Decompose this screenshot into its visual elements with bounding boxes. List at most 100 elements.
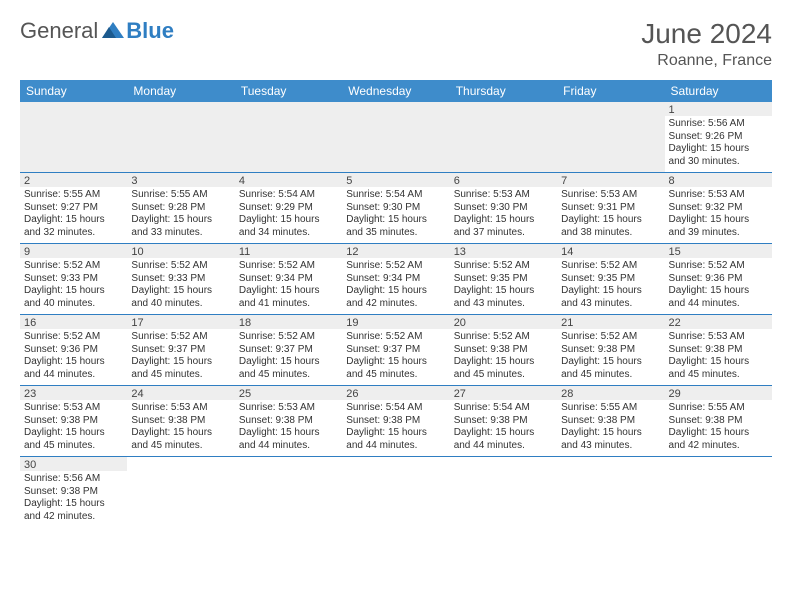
day-detail-line: and 42 minutes. — [24, 511, 123, 524]
day-detail-line: Sunrise: 5:53 AM — [561, 189, 660, 202]
day-detail-line: and 43 minutes. — [454, 298, 553, 311]
day-number: 18 — [239, 317, 251, 329]
day-detail-line: Sunrise: 5:52 AM — [24, 260, 123, 273]
day-detail-line: Sunset: 9:38 PM — [454, 415, 553, 428]
day-number-cell: 18 — [235, 315, 342, 330]
day-detail-line: and 44 minutes. — [454, 440, 553, 453]
day-detail-line: Daylight: 15 hours — [239, 285, 338, 298]
day-number: 20 — [454, 317, 466, 329]
day-number: 25 — [239, 388, 251, 400]
day-detail-line: Sunrise: 5:56 AM — [24, 473, 123, 486]
day-detail-line: Daylight: 15 hours — [561, 214, 660, 227]
empty-cell — [235, 471, 342, 527]
day-number: 10 — [131, 246, 143, 258]
day-number: 13 — [454, 246, 466, 258]
day-detail-line: Sunset: 9:34 PM — [239, 273, 338, 286]
day-detail-line: Daylight: 15 hours — [131, 214, 230, 227]
day-detail-line: Sunset: 9:30 PM — [346, 202, 445, 215]
day-detail-cell: Sunrise: 5:52 AMSunset: 9:37 PMDaylight:… — [342, 329, 449, 386]
day-number-row: 2345678 — [20, 173, 772, 188]
empty-cell — [127, 102, 234, 116]
day-number-row: 9101112131415 — [20, 244, 772, 259]
day-detail-line: Sunrise: 5:53 AM — [239, 402, 338, 415]
day-detail-line: and 37 minutes. — [454, 227, 553, 240]
logo-triangle-icon — [102, 18, 124, 44]
day-number: 30 — [24, 459, 36, 471]
day-detail-line: Daylight: 15 hours — [239, 427, 338, 440]
day-number: 14 — [561, 246, 573, 258]
day-detail-line: Sunrise: 5:53 AM — [669, 331, 768, 344]
day-detail-line: Sunrise: 5:52 AM — [239, 260, 338, 273]
day-detail-line: Sunset: 9:27 PM — [24, 202, 123, 215]
day-detail-line: Sunset: 9:35 PM — [454, 273, 553, 286]
day-detail-cell: Sunrise: 5:52 AMSunset: 9:33 PMDaylight:… — [20, 258, 127, 315]
day-number: 27 — [454, 388, 466, 400]
day-detail-line: Sunrise: 5:55 AM — [561, 402, 660, 415]
day-detail-line: and 34 minutes. — [239, 227, 338, 240]
calendar-table: SundayMondayTuesdayWednesdayThursdayFrid… — [20, 80, 772, 527]
day-number-cell: 17 — [127, 315, 234, 330]
day-number-row: 1 — [20, 102, 772, 116]
day-detail-cell: Sunrise: 5:52 AMSunset: 9:37 PMDaylight:… — [127, 329, 234, 386]
empty-cell — [450, 471, 557, 527]
day-number-cell: 4 — [235, 173, 342, 188]
day-detail-line: Daylight: 15 hours — [669, 143, 768, 156]
day-detail-line: and 45 minutes. — [239, 369, 338, 382]
day-detail-cell: Sunrise: 5:52 AMSunset: 9:38 PMDaylight:… — [450, 329, 557, 386]
day-number-cell: 8 — [665, 173, 772, 188]
day-detail-line: Sunset: 9:38 PM — [669, 344, 768, 357]
day-number-cell: 30 — [20, 457, 127, 472]
day-detail-line: Sunset: 9:38 PM — [346, 415, 445, 428]
empty-cell — [450, 102, 557, 116]
day-number: 17 — [131, 317, 143, 329]
empty-cell — [235, 102, 342, 116]
day-detail-line: Daylight: 15 hours — [131, 427, 230, 440]
day-number-cell: 15 — [665, 244, 772, 259]
day-detail-line: and 35 minutes. — [346, 227, 445, 240]
day-detail-line: Daylight: 15 hours — [454, 214, 553, 227]
day-number-cell: 5 — [342, 173, 449, 188]
day-detail-line: and 44 minutes. — [669, 298, 768, 311]
empty-cell — [127, 116, 234, 173]
day-detail-line: Sunset: 9:33 PM — [24, 273, 123, 286]
day-detail-line: Sunset: 9:38 PM — [239, 415, 338, 428]
day-detail-line: Daylight: 15 hours — [669, 427, 768, 440]
day-detail-line: and 33 minutes. — [131, 227, 230, 240]
day-number: 26 — [346, 388, 358, 400]
day-detail-cell: Sunrise: 5:55 AMSunset: 9:38 PMDaylight:… — [557, 400, 664, 457]
day-number: 6 — [454, 175, 460, 187]
day-detail-line: Daylight: 15 hours — [131, 285, 230, 298]
weekday-header-row: SundayMondayTuesdayWednesdayThursdayFrid… — [20, 80, 772, 102]
day-detail-line: and 40 minutes. — [24, 298, 123, 311]
day-detail-cell: Sunrise: 5:54 AMSunset: 9:38 PMDaylight:… — [450, 400, 557, 457]
day-number: 8 — [669, 175, 675, 187]
day-detail-line: and 44 minutes. — [24, 369, 123, 382]
day-number-cell: 22 — [665, 315, 772, 330]
day-number: 7 — [561, 175, 567, 187]
day-detail-cell: Sunrise: 5:53 AMSunset: 9:31 PMDaylight:… — [557, 187, 664, 244]
weekday-header: Thursday — [450, 80, 557, 102]
empty-cell — [342, 471, 449, 527]
day-number: 24 — [131, 388, 143, 400]
day-number: 16 — [24, 317, 36, 329]
empty-cell — [127, 471, 234, 527]
empty-cell — [665, 471, 772, 527]
page-header: General Blue June 2024 Roanne, France — [20, 18, 772, 70]
day-number-row: 16171819202122 — [20, 315, 772, 330]
logo: General Blue — [20, 18, 174, 44]
day-number-cell: 13 — [450, 244, 557, 259]
day-detail-line: Daylight: 15 hours — [239, 214, 338, 227]
day-detail-line: Sunrise: 5:54 AM — [346, 402, 445, 415]
day-detail-cell: Sunrise: 5:52 AMSunset: 9:38 PMDaylight:… — [557, 329, 664, 386]
day-detail-line: Sunset: 9:32 PM — [669, 202, 768, 215]
location-text: Roanne, France — [641, 52, 772, 70]
day-detail-line: Sunrise: 5:52 AM — [561, 260, 660, 273]
day-detail-line: and 43 minutes. — [561, 298, 660, 311]
day-detail-cell: Sunrise: 5:53 AMSunset: 9:38 PMDaylight:… — [20, 400, 127, 457]
day-detail-line: Sunset: 9:35 PM — [561, 273, 660, 286]
day-detail-line: Daylight: 15 hours — [561, 427, 660, 440]
day-detail-cell: Sunrise: 5:52 AMSunset: 9:36 PMDaylight:… — [20, 329, 127, 386]
day-detail-cell: Sunrise: 5:54 AMSunset: 9:38 PMDaylight:… — [342, 400, 449, 457]
day-detail-line: Sunrise: 5:54 AM — [239, 189, 338, 202]
day-detail-line: Daylight: 15 hours — [131, 356, 230, 369]
